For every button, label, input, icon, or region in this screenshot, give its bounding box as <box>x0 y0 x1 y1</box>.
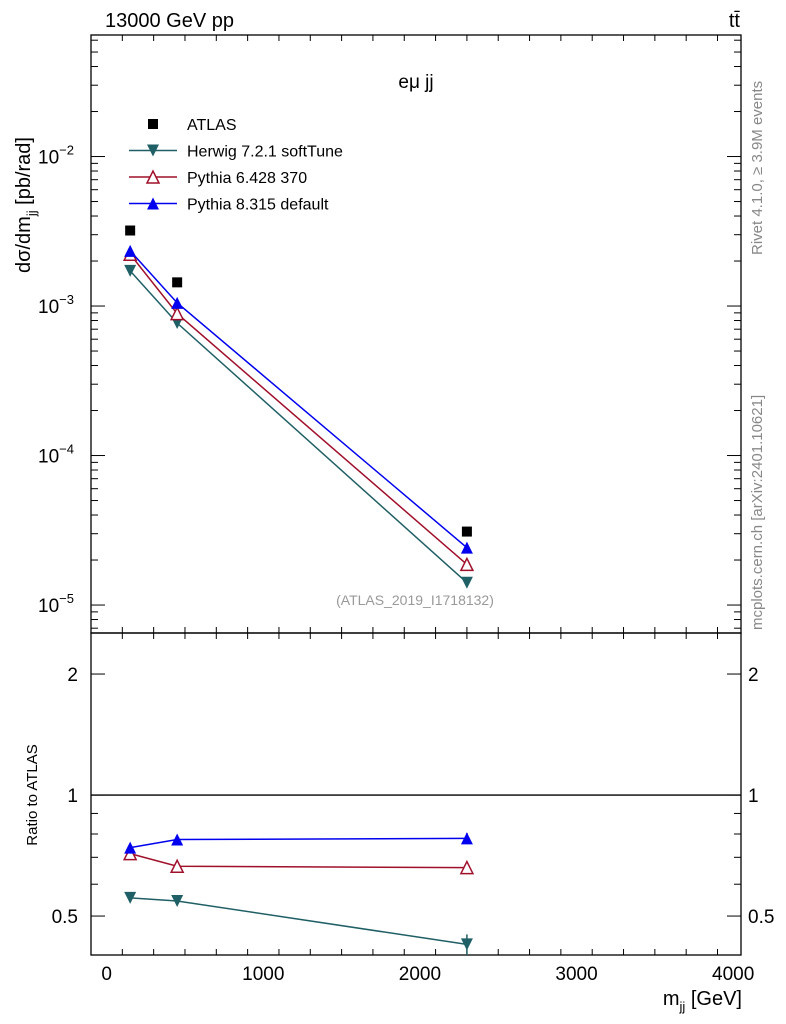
main-title: eμ jj <box>398 72 433 93</box>
data-point <box>169 305 185 321</box>
ratio-point <box>459 859 475 875</box>
header-left: 13000 GeV pp <box>105 10 234 32</box>
series-line <box>129 253 468 565</box>
rivet-label: Rivet 4.1.0, ≥ 3.9M events <box>749 81 766 255</box>
legend-label: ATLAS <box>187 117 237 134</box>
legend: ATLAS Herwig 7.2.1 softTune Pythia 6.428 3… <box>129 117 343 214</box>
watermark: (ATLAS_2019_I1718132) <box>336 592 494 608</box>
legend-label: Pythia 6.428 370 <box>187 170 307 187</box>
series-atlas <box>125 225 472 537</box>
main-ylabel: dσ/dmjj [pb/rad] <box>13 137 39 273</box>
ratio-line <box>130 897 468 946</box>
ratio-point <box>460 832 473 845</box>
x-tick-label: 2000 <box>399 964 441 985</box>
series-herwig-7-2-1-softtune <box>124 264 473 589</box>
data-point <box>125 225 136 236</box>
series-pythia-6-428-370 <box>122 246 475 572</box>
ratio-point <box>171 833 184 846</box>
legend-label: Herwig 7.2.1 softTune <box>187 144 343 161</box>
legend-item-pythia-6-428-370: Pythia 6.428 370 <box>129 169 307 187</box>
ratio-point <box>460 938 473 951</box>
ratio-point <box>124 841 137 854</box>
ratio-line <box>129 852 467 869</box>
legend-item-herwig-7-2-1-softtune: Herwig 7.2.1 softTune <box>129 144 343 161</box>
ratio-series-herwig-7-2-1-softtune <box>124 891 473 955</box>
ratio-point <box>124 891 137 904</box>
legend-label: Pythia 8.315 default <box>187 197 329 214</box>
data-point <box>460 576 473 589</box>
ratio-y-tick-label: 1 <box>67 786 78 807</box>
ratio-series-pythia-8-315-default <box>124 832 473 854</box>
y-tick-label: 10−3 <box>38 292 74 318</box>
series-line <box>129 250 468 549</box>
mcplots-label: mcplots.cern.ch [arXiv:2401.10621] <box>749 395 766 630</box>
x-tick-label: 4000 <box>712 964 754 985</box>
y-tick-label: 10−4 <box>38 442 74 468</box>
legend-marker <box>145 169 161 184</box>
data-point <box>171 296 184 309</box>
xlabel: mjj [GeV] <box>663 988 742 1014</box>
legend-item-pythia-8-315-default: Pythia 8.315 default <box>129 197 329 214</box>
y-tick-label: 10−2 <box>38 143 74 169</box>
ratio-ylabel: Ratio to ATLAS <box>24 744 41 845</box>
legend-marker <box>148 119 158 129</box>
legend-item-atlas: ATLAS <box>148 117 237 134</box>
ratio-y-tick-label-right: 1 <box>748 786 759 807</box>
data-point <box>461 526 472 537</box>
header-right: tt̄ <box>729 10 741 32</box>
ratio-point <box>169 858 185 874</box>
ratio-y-tick-label: 0.5 <box>52 907 78 928</box>
y-tick-label: 10−5 <box>38 591 74 617</box>
legend-marker <box>147 197 159 210</box>
x-tick-label: 3000 <box>555 964 597 985</box>
series-pythia-8-315-default <box>124 244 473 554</box>
x-tick-label: 0 <box>101 964 112 985</box>
ratio-y-tick-label-right: 2 <box>748 665 759 686</box>
x-tick-label: 1000 <box>242 964 284 985</box>
data-point <box>172 277 183 288</box>
data-point <box>124 244 137 257</box>
ratio-y-tick-label-right: 0.5 <box>748 907 774 928</box>
ratio-frame <box>90 632 742 956</box>
ratio-series-pythia-6-428-370 <box>122 845 475 875</box>
main-ylabel-text: dσ/dmjj [pb/rad] <box>13 137 39 273</box>
ratio-y-tick-label: 2 <box>67 665 78 686</box>
data-point <box>460 541 473 554</box>
legend-marker <box>147 144 159 157</box>
data-point <box>459 556 475 572</box>
data-point <box>124 264 137 277</box>
ratio-point <box>171 895 184 908</box>
